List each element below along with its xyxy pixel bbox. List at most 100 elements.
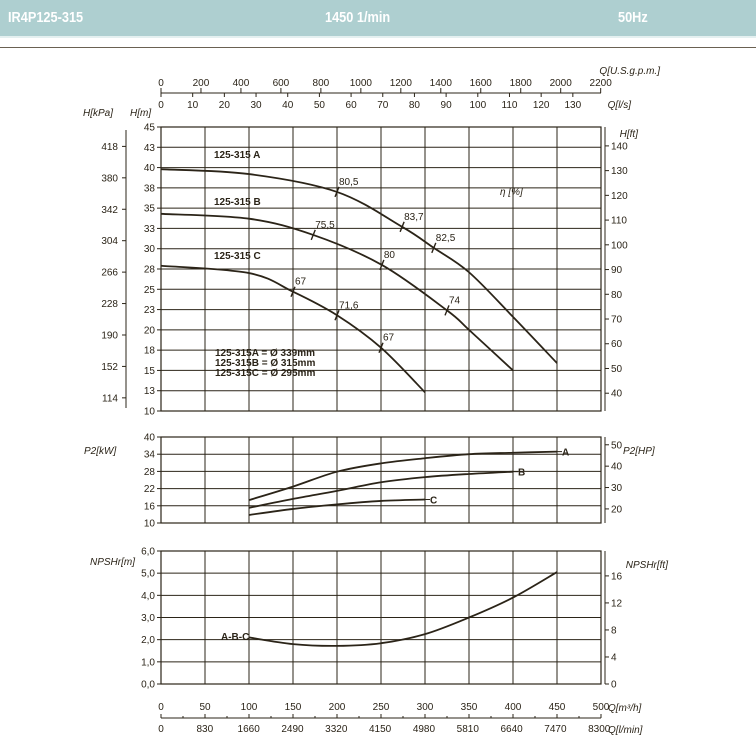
y-tick-label: 25: [144, 285, 156, 296]
m3h-tick-label: 350: [461, 702, 478, 713]
ft-tick-label: 70: [611, 315, 623, 326]
ft-tick-label: 120: [611, 191, 628, 202]
ls-tick-label: 60: [346, 100, 358, 111]
efficiency-tick: [444, 305, 450, 316]
efficiency-value: 82,5: [436, 233, 456, 244]
y-tick-label: 15: [144, 366, 156, 377]
lmin-tick-label: 5810: [457, 724, 480, 735]
y-tick-label: 3,0: [141, 613, 155, 624]
power-curve-b: [248, 470, 514, 509]
hp-tick-label: 40: [611, 462, 623, 473]
efficiency-tick: [290, 286, 296, 297]
impeller-diameter-label: 125-315C = Ø 295mm: [215, 368, 315, 379]
hp-tick-label: 50: [611, 440, 623, 451]
y-tick-label: 2,0: [141, 635, 155, 646]
m3h-tick-label: 200: [329, 702, 346, 713]
kpa-tick-label: 190: [101, 330, 118, 341]
efficiency-tick: [431, 242, 437, 254]
y-tick-label: 45: [144, 123, 156, 134]
usgpm-tick-label: 1800: [510, 78, 533, 89]
npsh-ft-axis-label: NPSHr[ft]: [626, 560, 668, 571]
npsh-ft-tick-label: 4: [611, 652, 617, 663]
ft-tick-label: 140: [611, 141, 628, 152]
impeller-diameter-label: 125-315A = Ø 339mm: [215, 348, 315, 359]
npsh-ft-tick-label: 16: [611, 571, 623, 582]
m3h-tick-label: 450: [549, 702, 566, 713]
ft-tick-label: 90: [611, 265, 623, 276]
head-axis-label: H[m]: [130, 108, 151, 119]
efficiency-tick: [399, 221, 405, 233]
plot-frame: [160, 436, 602, 524]
power-curve-label: A: [562, 448, 569, 459]
frequency-label: 50Hz: [618, 9, 648, 26]
header-divider: [0, 47, 756, 48]
usgpm-tick-label: 1400: [430, 78, 453, 89]
power-curve-label: C: [430, 495, 437, 506]
y-tick-label: 28: [144, 265, 156, 276]
efficiency-value: 71,6: [339, 300, 359, 311]
curve-label: 125-315 B: [214, 197, 261, 208]
m3h-tick-label: 100: [241, 702, 258, 713]
lmin-tick-label: 4150: [369, 724, 392, 735]
efficiency-tick: [310, 229, 316, 241]
ls-tick-label: 40: [282, 100, 294, 111]
power-curve-label: B: [518, 468, 525, 479]
ft-tick-label: 60: [611, 339, 623, 350]
ls-tick-label: 10: [187, 100, 199, 111]
efficiency-tick: [334, 309, 340, 321]
ls-tick-label: 90: [441, 100, 453, 111]
usgpm-tick-label: 0: [158, 78, 164, 89]
ft-tick-label: 100: [611, 240, 628, 251]
y-tick-label: 4,0: [141, 591, 155, 602]
usgpm-axis-label: Q[U.S.g.p.m.]: [599, 66, 660, 77]
kpa-tick-label: 304: [101, 236, 118, 247]
ft-tick-label: 50: [611, 364, 623, 375]
kpa-tick-label: 152: [101, 362, 118, 373]
m3h-tick-label: 50: [199, 702, 211, 713]
kpa-tick-label: 266: [101, 268, 118, 279]
lmin-tick-label: 3320: [325, 724, 348, 735]
npsh-ft-tick-label: 0: [611, 680, 617, 691]
y-tick-label: 22: [144, 484, 156, 495]
y-tick-label: 10: [144, 519, 156, 530]
usgpm-tick-label: 1200: [390, 78, 413, 89]
efficiency-value: 67: [383, 333, 395, 344]
plot-frame: [160, 126, 602, 412]
impeller-diameter-label: 125-315B = Ø 315mm: [215, 358, 315, 369]
ls-tick-label: 30: [250, 100, 262, 111]
kpa-tick-label: 380: [101, 173, 118, 184]
usgpm-tick-label: 800: [313, 78, 330, 89]
power-kw-axis-label: P2[kW]: [84, 446, 116, 457]
y-tick-label: 1,0: [141, 657, 155, 668]
lmin-tick-label: 1660: [238, 724, 261, 735]
m3h-tick-label: 0: [158, 702, 164, 713]
lmin-tick-label: 0: [158, 724, 164, 735]
m3h-tick-label: 150: [285, 702, 302, 713]
ft-axis-label: H[ft]: [620, 129, 639, 140]
y-tick-label: 38: [144, 183, 156, 194]
ft-tick-label: 80: [611, 290, 623, 301]
y-tick-label: 40: [144, 163, 156, 174]
y-tick-label: 23: [144, 305, 156, 316]
m3h-tick-label: 400: [505, 702, 522, 713]
y-tick-label: 16: [144, 501, 156, 512]
ls-tick-label: 120: [533, 100, 550, 111]
usgpm-tick-label: 1000: [350, 78, 373, 89]
m3h-tick-label: 300: [417, 702, 434, 713]
ls-axis-label: Q[l/s]: [608, 100, 632, 111]
efficiency-value: 74: [449, 295, 461, 306]
usgpm-tick-label: 400: [233, 78, 250, 89]
lmin-tick-label: 4980: [413, 724, 436, 735]
kpa-tick-label: 114: [102, 393, 118, 404]
ls-tick-label: 20: [219, 100, 231, 111]
kpa-tick-label: 228: [101, 299, 118, 310]
lmin-tick-label: 8300: [588, 724, 611, 735]
ls-tick-label: 0: [158, 100, 164, 111]
y-tick-label: 40: [144, 433, 156, 444]
ls-tick-label: 70: [377, 100, 389, 111]
npsh-m-axis-label: NPSHr[m]: [90, 557, 135, 568]
efficiency-tick: [334, 186, 340, 198]
usgpm-tick-label: 2200: [590, 78, 613, 89]
ls-tick-label: 130: [564, 100, 581, 111]
